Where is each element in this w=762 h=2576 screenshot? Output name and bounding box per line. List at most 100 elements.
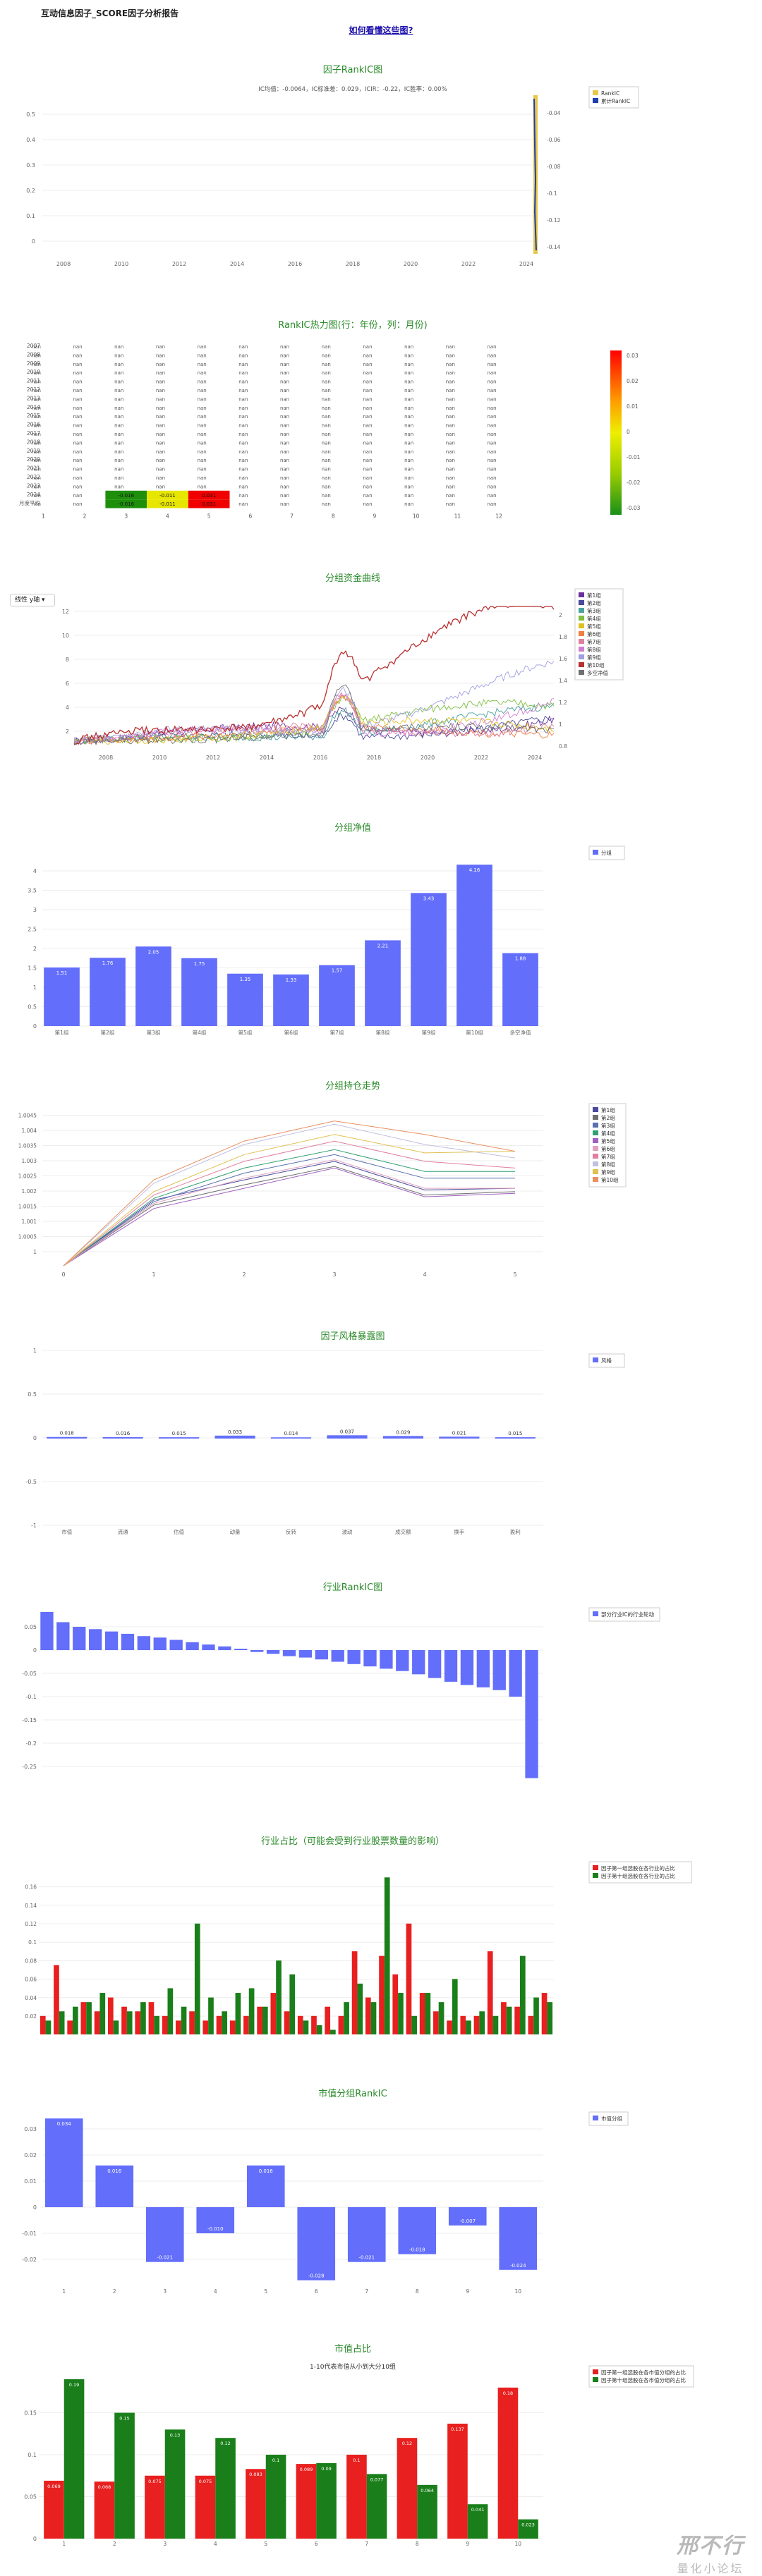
y-tick-label: 2.5 bbox=[28, 927, 37, 933]
legend-swatch bbox=[593, 1161, 598, 1166]
cap-ratio-bar-s1 bbox=[145, 2475, 165, 2539]
heatmap-col-label: 3 bbox=[124, 513, 128, 520]
heatmap-cell-nan: nan bbox=[404, 501, 413, 507]
industry-ratio-bar-s1 bbox=[473, 2015, 480, 2034]
legend-label: 第6组 bbox=[587, 630, 601, 637]
cap-ratio-value-label: 0.19 bbox=[69, 2382, 79, 2388]
y-tick-label: 0.5 bbox=[26, 111, 35, 118]
heatmap-cell-nan: nan bbox=[446, 501, 455, 507]
heatmap-cell-nan: nan bbox=[487, 467, 496, 472]
legend-label: 第6组 bbox=[601, 1145, 615, 1152]
y-tick-label: -1 bbox=[31, 1522, 37, 1529]
industry-ic-bar bbox=[89, 1629, 102, 1650]
industry-ic-bar bbox=[363, 1650, 377, 1667]
y-tick-label: 0.1 bbox=[28, 1939, 37, 1946]
capital-line-8 bbox=[73, 693, 555, 745]
cap-ic-category-label: 1 bbox=[62, 2288, 66, 2295]
cap-ratio-bar-s2 bbox=[417, 2484, 437, 2539]
y-tick-label: 0.02 bbox=[25, 2013, 37, 2020]
y2-tick-label: 1 bbox=[559, 721, 562, 728]
legend-label: 因子第十组选股在各行业的占比 bbox=[601, 1872, 675, 1879]
y-tick-label: 4 bbox=[33, 868, 37, 874]
heatmap-row-label: 2021 bbox=[27, 465, 40, 472]
industry-ratio-bar-s2 bbox=[438, 2002, 445, 2034]
hold-line-4 bbox=[63, 1149, 515, 1266]
y2-tick-label: 0.8 bbox=[559, 743, 567, 750]
heatmap-cell-nan: nan bbox=[114, 388, 123, 393]
industry-ic-bar bbox=[428, 1650, 442, 1678]
industry-ic-bar bbox=[202, 1644, 215, 1650]
industry-ratio-bar-s1 bbox=[284, 2011, 290, 2034]
yaxis-scale-dropdown[interactable]: 线性 y轴 ▾ bbox=[10, 594, 55, 606]
style-bar bbox=[102, 1436, 143, 1439]
industry-ratio-bar-s2 bbox=[113, 2020, 119, 2034]
heatmap-cell-nan: nan bbox=[487, 475, 496, 481]
style-bar bbox=[495, 1437, 536, 1439]
help-link[interactable]: 如何看懂这些图? bbox=[349, 25, 413, 35]
heatmap-cell-nan: nan bbox=[198, 440, 207, 446]
industry-ratio-bar-s2 bbox=[208, 1997, 214, 2034]
heatmap-cell-nan: nan bbox=[156, 396, 165, 402]
heatmap-cell-nan: nan bbox=[280, 362, 289, 367]
hold-line-3 bbox=[63, 1154, 515, 1266]
heatmap-cell-nan: nan bbox=[114, 440, 123, 446]
legend-swatch bbox=[579, 647, 584, 652]
industry-rankic-chart-svg: 行业RankIC图 0.05 0 -0.05 -0.1 -0.15 -0.2 -0.25 部分行… bbox=[22, 1582, 660, 1778]
heatmap-cell-nan: nan bbox=[487, 501, 496, 507]
industry-ratio-bar-s1 bbox=[229, 2020, 236, 2034]
hold-line-2 bbox=[63, 1166, 516, 1266]
industry-ratio-bar-s1 bbox=[351, 1951, 358, 2034]
heatmap-row-label: 2017 bbox=[27, 430, 40, 437]
cap-ic-value-label: 0.016 bbox=[107, 2168, 122, 2174]
industry-ratio-bar-s1 bbox=[107, 1997, 114, 2034]
heatmap-cell-nan: nan bbox=[198, 405, 207, 411]
heatmap-cell-nan: nan bbox=[446, 423, 455, 429]
heatmap-cell-nan: nan bbox=[446, 467, 455, 472]
industry-ratio-bar-s1 bbox=[338, 2015, 344, 2034]
cap-ratio-value-label: 0.064 bbox=[421, 2488, 434, 2493]
cap-ratio-value-label: 0.077 bbox=[370, 2477, 384, 2482]
y2-tick-label: -0.04 bbox=[547, 110, 561, 116]
y-tick-label: 0 bbox=[33, 1435, 37, 1441]
x-tick-label: 4 bbox=[423, 1271, 426, 1278]
rankic-heatmap-svg: RankIC热力图(行：年份，列：月份)20072008200920102011… bbox=[19, 320, 641, 520]
industry-ratio-bar-s1 bbox=[202, 2020, 209, 2034]
legend-label: 第9组 bbox=[601, 1168, 615, 1176]
cap-ic-category-label: 4 bbox=[214, 2288, 217, 2295]
hold-line-5 bbox=[63, 1167, 516, 1266]
industry-ratio-bar-s1 bbox=[514, 2006, 520, 2034]
cap-ic-bar bbox=[499, 2207, 538, 2270]
legend-label: 第9组 bbox=[587, 654, 601, 661]
x-tick-label: 2022 bbox=[461, 261, 476, 267]
watermark-line2: 量化小论坛 bbox=[677, 2562, 744, 2575]
heatmap-cell-nan: nan bbox=[322, 353, 331, 358]
legend-label: 因子第一组选股在各市值分组的占比 bbox=[601, 2369, 686, 2376]
industry-ratio-bar-s1 bbox=[325, 2006, 331, 2034]
legend-swatch bbox=[579, 600, 584, 605]
capital-line-1 bbox=[73, 707, 555, 745]
industry-ic-bar bbox=[396, 1650, 409, 1671]
heatmap-col-label: 7 bbox=[290, 513, 294, 520]
style-title: 因子风格暴露图 bbox=[320, 1331, 385, 1342]
style-category-label: 盈利 bbox=[510, 1528, 521, 1535]
y2-tick-label: 1.2 bbox=[559, 700, 567, 706]
heatmap-cell-nan: nan bbox=[238, 405, 248, 411]
heatmap-cell-nan: nan bbox=[487, 449, 496, 455]
heatmap-cell-nan: nan bbox=[238, 388, 248, 393]
heatmap-cell-nan: nan bbox=[73, 344, 82, 350]
industry-ratio-bar-s1 bbox=[392, 1974, 399, 2034]
heatmap-cell-nan: nan bbox=[446, 432, 455, 437]
heatmap-cell-nan: nan bbox=[32, 388, 41, 393]
x-tick-label: 2010 bbox=[152, 755, 167, 761]
style-bar bbox=[47, 1436, 87, 1439]
y-tick-label: 1 bbox=[33, 1249, 37, 1255]
heatmap-cell-nan: nan bbox=[198, 414, 207, 420]
report-title: 互动信息因子_SCORE因子分析报告 bbox=[41, 8, 179, 18]
legend-label: 第2组 bbox=[601, 1114, 615, 1121]
group-nav-value-label: 1.35 bbox=[240, 977, 251, 982]
industry-ratio-bar-s2 bbox=[235, 1993, 241, 2034]
y-tick-label: 0.2 bbox=[26, 188, 35, 194]
heatmap-cell-nan: nan bbox=[73, 432, 82, 437]
x-tick-label: 2016 bbox=[313, 755, 327, 761]
heatmap-cell-nan: nan bbox=[198, 432, 207, 437]
